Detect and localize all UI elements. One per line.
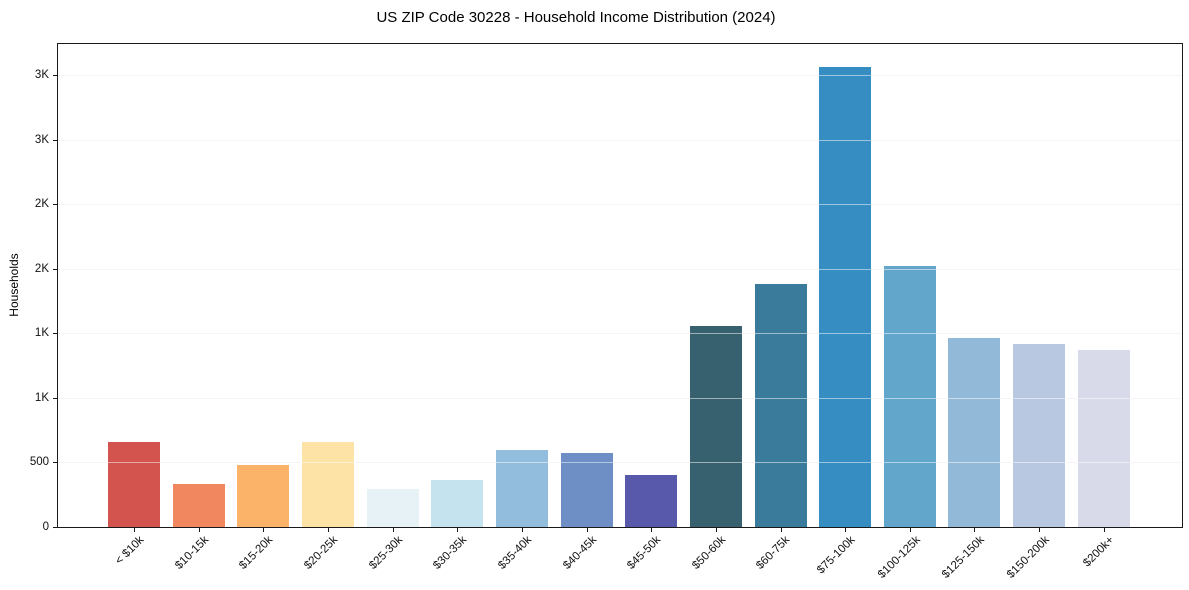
bar	[755, 284, 807, 527]
y-tick-mark	[53, 269, 57, 270]
x-tick-mark	[587, 528, 588, 532]
bar	[431, 480, 483, 527]
y-tick-mark	[53, 75, 57, 76]
x-tick-mark	[393, 528, 394, 532]
chart-title: US ZIP Code 30228 - Household Income Dis…	[376, 9, 776, 26]
y-tick-label: 3K	[34, 134, 49, 146]
plot-area	[57, 43, 1183, 528]
x-tick-label: $75-100k	[815, 534, 858, 577]
bar	[237, 465, 289, 527]
y-tick-label: 2K	[34, 263, 49, 275]
y-tick-label: 500	[29, 456, 49, 468]
x-tick-mark	[910, 528, 911, 532]
y-tick-mark	[53, 140, 57, 141]
bar	[108, 442, 160, 527]
x-tick-mark	[651, 528, 652, 532]
bar	[302, 442, 354, 527]
x-tick-mark	[974, 528, 975, 532]
y-tick-mark	[53, 527, 57, 528]
bar	[1078, 350, 1130, 527]
y-tick-mark	[53, 333, 57, 334]
x-tick-mark	[845, 528, 846, 532]
y-tick-mark	[53, 398, 57, 399]
bar	[884, 266, 936, 527]
bar	[819, 67, 871, 527]
x-tick-label: $50-60k	[690, 534, 729, 572]
y-tick-label: 1K	[34, 392, 49, 404]
x-tick-label: $200k+	[1081, 534, 1117, 570]
x-tick-label: < $10k	[113, 534, 147, 568]
x-tick-mark	[199, 528, 200, 532]
x-tick-label: $60-75k	[754, 534, 793, 572]
x-tick-label: $45-50k	[625, 534, 664, 572]
bar	[561, 453, 613, 527]
x-tick-label: $15-20k	[237, 534, 276, 572]
bar	[625, 475, 677, 527]
bar	[948, 338, 1000, 527]
x-tick-label: $30-35k	[431, 534, 470, 572]
x-tick-label: $40-45k	[561, 534, 600, 572]
x-tick-mark	[1039, 528, 1040, 532]
x-tick-mark	[263, 528, 264, 532]
y-tick-label: 2K	[34, 198, 49, 210]
y-tick-label: 0	[42, 521, 49, 533]
x-tick-mark	[522, 528, 523, 532]
x-tick-label: $100-125k	[875, 534, 923, 581]
x-tick-mark	[781, 528, 782, 532]
y-tick-mark	[53, 204, 57, 205]
bar	[496, 450, 548, 527]
bar	[173, 484, 225, 527]
x-tick-mark	[716, 528, 717, 532]
bars-layer	[58, 44, 1182, 527]
x-tick-mark	[134, 528, 135, 532]
y-tick-mark	[53, 462, 57, 463]
x-tick-label: $35-40k	[496, 534, 535, 572]
bar	[1013, 344, 1065, 527]
x-tick-label: $125-150k	[939, 534, 987, 581]
x-tick-mark	[1104, 528, 1105, 532]
x-tick-label: $20-25k	[302, 534, 341, 572]
bar	[690, 326, 742, 527]
x-tick-label: $25-30k	[367, 534, 406, 572]
y-tick-label: 3K	[34, 69, 49, 81]
bar	[367, 489, 419, 527]
x-tick-label: $10-15k	[173, 534, 212, 572]
x-tick-mark	[328, 528, 329, 532]
y-tick-label: 1K	[34, 327, 49, 339]
x-tick-label: $150-200k	[1004, 534, 1052, 581]
x-tick-mark	[457, 528, 458, 532]
